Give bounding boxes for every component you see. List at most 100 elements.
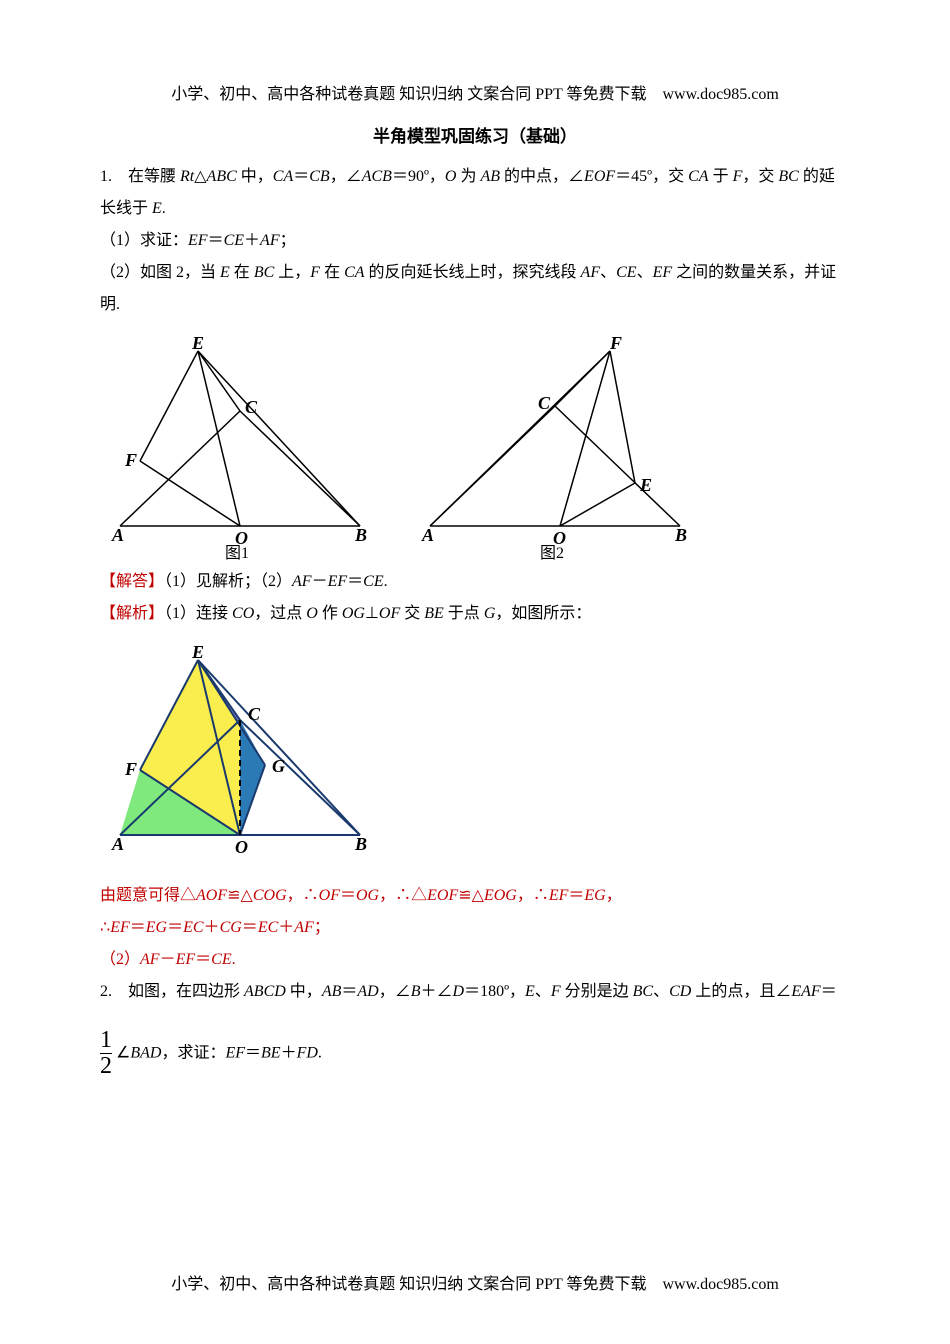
page-footer: 小学、初中、高中各种试卷真题 知识归纳 文案合同 PPT 等免费下载 www.d… (0, 1270, 950, 1294)
svg-text:A: A (111, 525, 124, 545)
text: 之间的数量关系，并证 (672, 264, 836, 281)
solution-label: 【解析】 (100, 605, 164, 622)
svg-text:A: A (111, 834, 124, 854)
text: 、 (535, 983, 551, 1000)
text: . (384, 573, 388, 590)
text: FD (297, 1044, 318, 1061)
text: ACB (362, 168, 392, 185)
text: 2. 如图，在四边形 (100, 983, 244, 1000)
fig2-caption: 图2 (540, 545, 564, 561)
fig1-caption: 图1 (225, 545, 249, 561)
text: CE (616, 264, 636, 281)
svg-text:A: A (421, 525, 434, 545)
part2-answer: （2）AF－EF＝CE. (100, 944, 850, 976)
text: CE (211, 951, 231, 968)
q1-sub2-cont: 明. (100, 289, 850, 321)
text: BC (254, 264, 274, 281)
text: CA (273, 168, 293, 185)
text: 于 (709, 168, 733, 185)
text: EOG (484, 887, 517, 904)
text: ，∴△ (379, 887, 427, 904)
q1-line2: 长线于 E. (100, 193, 850, 225)
q2-line2: 1 2 ∠BAD，求证：EF＝BE＋FD. (100, 1028, 850, 1079)
text: AB (322, 983, 342, 1000)
text: E (525, 983, 535, 1000)
text: AF (140, 951, 160, 968)
conclusion-2: ∴EF＝EG＝EC＋CG＝EC＋AF； (100, 912, 850, 944)
text: 于点 (444, 605, 484, 622)
text: BAD (130, 1044, 161, 1061)
svg-text:F: F (609, 333, 622, 353)
text: EF (176, 951, 196, 968)
text: EC (258, 919, 278, 936)
text: F (733, 168, 743, 185)
svg-text:G: G (272, 756, 285, 776)
text: E (152, 200, 162, 217)
text: ∠ (116, 1044, 130, 1061)
text: 在 (230, 264, 254, 281)
q1-line1: 1. 在等腰 Rt△ABC 中，CA＝CB，∠ACB＝90º，O 为 AB 的中… (100, 161, 850, 193)
svg-text:C: C (245, 397, 258, 417)
svg-text:C: C (538, 393, 551, 413)
text: . (232, 951, 236, 968)
text: BC (778, 168, 798, 185)
text: 1. 在等腰 (100, 168, 180, 185)
text: ＝ (208, 232, 224, 249)
text: ； (314, 919, 330, 936)
text: O (445, 168, 457, 185)
colored-figure: A O B C E F G (100, 640, 850, 860)
q1-sub1: （1）求证：EF＝CE＋AF； (100, 225, 850, 257)
svg-text:B: B (354, 525, 367, 545)
text: COG (253, 887, 287, 904)
text: AOF (196, 887, 227, 904)
text: （2）如图 2，当 (100, 264, 220, 281)
fraction-num: 1 (100, 1028, 112, 1053)
text: F (310, 264, 320, 281)
text: EG (146, 919, 167, 936)
text: EOF (584, 168, 615, 185)
text: EF (549, 887, 569, 904)
svg-text:F: F (124, 759, 137, 779)
text: ＝180º， (464, 983, 525, 1000)
text: ＝ (347, 573, 363, 590)
text: ＋ (204, 919, 220, 936)
text: ，∠ (379, 983, 411, 1000)
text: EF (110, 919, 130, 936)
svg-text:E: E (191, 642, 204, 662)
text: B (411, 983, 421, 1000)
q1-sub2: （2）如图 2，当 E 在 BC 上，F 在 CA 的反向延长线上时，探究线段 … (100, 257, 850, 289)
text: 上的点，且∠ (691, 983, 791, 1000)
text: AF (260, 232, 280, 249)
text: CE (363, 573, 383, 590)
text: 分别是边 (561, 983, 633, 1000)
text: ＝ (130, 919, 146, 936)
text: ⊥ (365, 605, 379, 622)
figures-row: A O B C E F 图1 A O B C F E 图2 (100, 331, 850, 561)
text: 为 (456, 168, 480, 185)
svg-text:B: B (354, 834, 367, 854)
text: AB (480, 168, 500, 185)
text: 作 (318, 605, 342, 622)
text: 、 (600, 264, 616, 281)
text: 在 (320, 264, 344, 281)
text: 上， (274, 264, 310, 281)
text: （2） (100, 951, 140, 968)
text: EF (188, 232, 208, 249)
text: CB (309, 168, 329, 185)
figure-2: A O B C F E 图2 (410, 331, 700, 561)
text: － (312, 573, 328, 590)
text: 的反向延长线上时，探究线段 (365, 264, 581, 281)
text: AF (294, 919, 314, 936)
text: － (160, 951, 176, 968)
text: 的中点，∠ (500, 168, 584, 185)
doc-title: 半角模型巩固练习（基础） (100, 122, 850, 147)
text: EF (653, 264, 673, 281)
text: ，求证： (161, 1044, 225, 1061)
text: ＋ (244, 232, 260, 249)
text: （1）求证： (100, 232, 188, 249)
text: EF (328, 573, 348, 590)
text: CG (220, 919, 242, 936)
text: F (551, 983, 561, 1000)
text: 、 (653, 983, 669, 1000)
answer-line: 【解答】（1）见解析；（2）AF－EF＝CE. (100, 566, 850, 598)
